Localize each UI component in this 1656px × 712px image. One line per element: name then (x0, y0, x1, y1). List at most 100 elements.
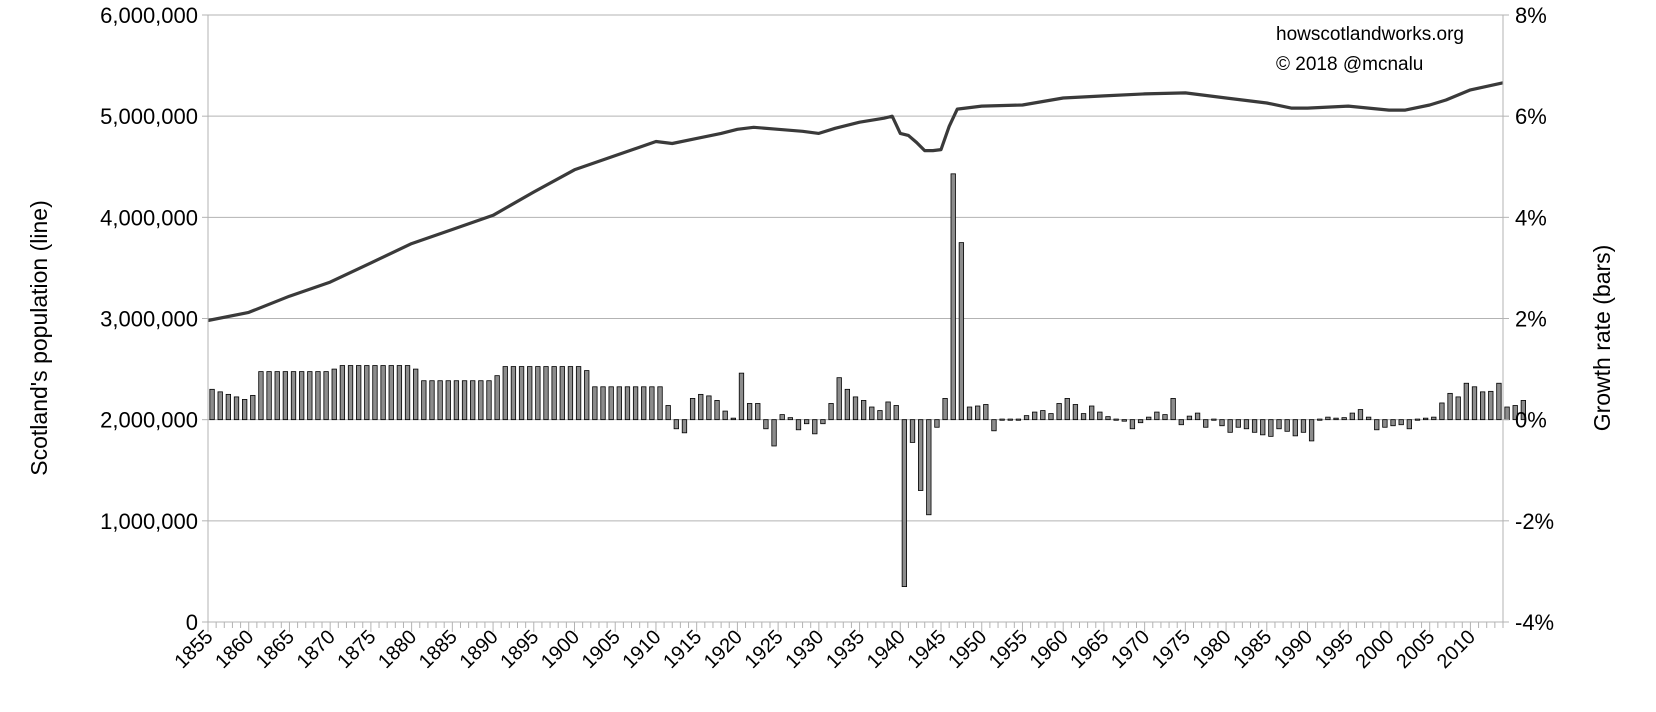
growth-bar-1873 (347, 365, 354, 421)
growth-bar-1974 (1170, 398, 1176, 421)
growth-bar-1999 (1374, 419, 1380, 431)
growth-bar-2006 (1431, 416, 1437, 421)
growth-bar-1945 (934, 419, 940, 428)
growth-bar-1935 (852, 396, 859, 421)
growth-bar-1984 (1251, 419, 1258, 433)
growth-bar-2001 (1390, 419, 1396, 427)
growth-bar-1958 (1040, 410, 1046, 421)
growth-bar-1928 (795, 419, 802, 431)
growth-bar-1948 (958, 242, 965, 421)
growth-bar-1995 (1341, 417, 1347, 421)
growth-bar-1989 (1292, 419, 1298, 437)
right-tick-label-3: 2% (1515, 307, 1547, 332)
x-tick-label-1935: 1935 (822, 626, 869, 673)
right-tick-label-5: 6% (1515, 104, 1547, 129)
growth-bar-1859 (233, 396, 240, 421)
x-tick-label-1875: 1875 (333, 626, 380, 673)
x-tick-label-1970: 1970 (1107, 626, 1154, 673)
growth-bar-1931 (820, 419, 826, 425)
growth-bar-1997 (1357, 409, 1364, 421)
growth-bar-1967 (1113, 418, 1119, 421)
x-tick-label-1925: 1925 (741, 626, 788, 673)
growth-bar-1864 (274, 371, 280, 421)
growth-bar-1903 (592, 386, 598, 421)
growth-bar-1901 (575, 366, 582, 421)
growth-bar-1860 (242, 399, 248, 421)
x-tick-label-1980: 1980 (1189, 626, 1236, 673)
growth-bar-1956 (1023, 415, 1030, 421)
growth-rate-bars (209, 173, 1527, 587)
x-tick-label-1965: 1965 (1066, 626, 1113, 673)
growth-bar-1874 (356, 365, 362, 421)
growth-bar-1909 (641, 386, 647, 421)
growth-bar-1986 (1268, 419, 1274, 437)
growth-bar-1888 (470, 380, 476, 421)
growth-bar-1875 (364, 365, 370, 421)
growth-bar-1889 (478, 380, 484, 421)
left-tick-label-0: 0 (186, 610, 198, 635)
growth-bar-1884 (437, 380, 443, 421)
left-tick-label-2: 2,000,000 (100, 408, 198, 433)
growth-bar-1912 (665, 405, 671, 421)
growth-bar-1878 (388, 365, 394, 421)
growth-bar-1940 (893, 405, 899, 421)
growth-bar-1856 (209, 388, 215, 421)
x-tick-label-1880: 1880 (374, 626, 421, 673)
x-tick-label-2000: 2000 (1352, 626, 1399, 673)
growth-bar-1959 (1048, 413, 1054, 421)
growth-bar-1863 (266, 371, 272, 421)
growth-bar-1994 (1333, 417, 1339, 421)
growth-bar-1952 (991, 419, 997, 432)
growth-bar-1943 (918, 419, 924, 491)
x-tick-label-1900: 1900 (537, 626, 584, 673)
x-tick-label-2010: 2010 (1433, 626, 1480, 673)
growth-bar-1862 (258, 371, 264, 421)
growth-bar-1963 (1080, 413, 1087, 421)
x-tick-label-1870: 1870 (293, 626, 340, 673)
growth-bar-1898 (551, 366, 557, 421)
growth-bar-1990 (1300, 419, 1307, 433)
growth-bar-1906 (616, 386, 622, 421)
growth-bar-1957 (1032, 411, 1038, 421)
growth-bar-1893 (510, 366, 517, 421)
copyright-annotation: © 2018 @mcnalu (1276, 54, 1423, 75)
growth-bar-1907 (624, 386, 631, 421)
growth-bar-2013 (1488, 390, 1494, 421)
growth-bar-1894 (518, 366, 525, 421)
growth-bar-1960 (1056, 403, 1062, 421)
growth-bar-1938 (877, 410, 883, 421)
growth-bar-1872 (339, 365, 346, 421)
growth-bar-1913 (673, 419, 679, 430)
population-line-layer (207, 81, 1504, 323)
growth-bar-1879 (396, 365, 403, 421)
growth-bar-1892 (502, 366, 508, 421)
growth-bar-1933 (836, 377, 842, 421)
x-tick-label-1950: 1950 (944, 626, 991, 673)
growth-bar-1916 (698, 393, 704, 421)
growth-bar-1921 (738, 372, 745, 421)
growth-bar-1993 (1325, 416, 1331, 421)
growth-bar-1978 (1203, 419, 1209, 428)
right-tick-label-6: 8% (1515, 3, 1547, 28)
growth-bar-1939 (885, 401, 891, 421)
growth-bar-1964 (1089, 405, 1095, 421)
growth-bar-1970 (1137, 419, 1144, 424)
growth-bar-1908 (632, 386, 639, 421)
growth-bar-1868 (307, 371, 313, 421)
growth-bar-1988 (1284, 419, 1290, 432)
right-tick-label-2: 0% (1515, 408, 1547, 433)
growth-bar-1904 (600, 386, 606, 421)
growth-bar-2012 (1479, 391, 1486, 421)
growth-bar-1983 (1243, 419, 1250, 430)
growth-bar-2002 (1398, 419, 1404, 426)
x-tick-label-1895: 1895 (496, 626, 543, 673)
growth-bar-2016 (1512, 405, 1518, 421)
growth-bar-1883 (429, 380, 435, 421)
growth-bar-1972 (1154, 411, 1160, 421)
growth-bar-1857 (217, 391, 223, 421)
growth-bar-1950 (975, 405, 981, 421)
growth-bar-1961 (1064, 398, 1070, 421)
x-tick-label-1915: 1915 (659, 626, 706, 673)
growth-bar-1977 (1194, 412, 1201, 421)
x-tick-label-1920: 1920 (700, 626, 747, 673)
